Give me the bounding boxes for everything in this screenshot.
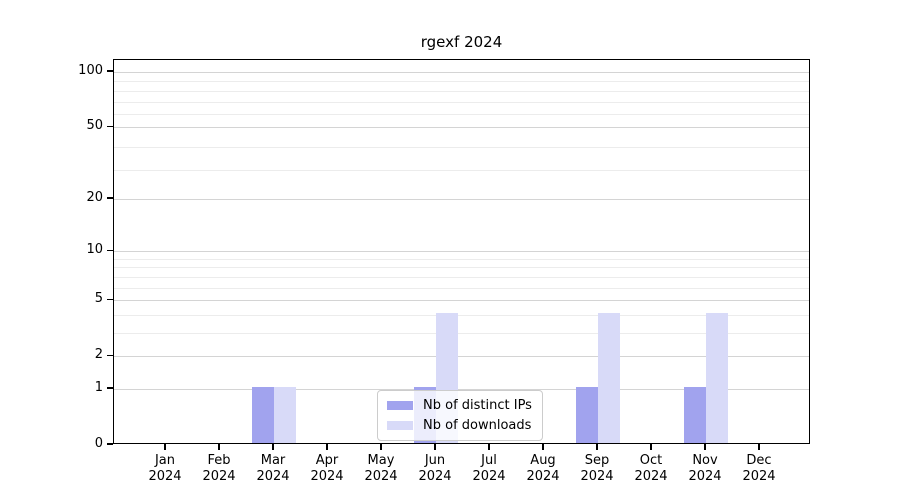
x-tick-year: 2024 xyxy=(472,469,506,484)
bar-mar-distinct-ips xyxy=(252,387,274,443)
major-gridline xyxy=(114,356,809,358)
minor-gridline xyxy=(114,276,809,278)
y-tick-label: 20 xyxy=(86,189,103,205)
x-tick-mark xyxy=(434,444,436,450)
minor-gridline xyxy=(114,101,809,103)
y-tick-label: 5 xyxy=(94,291,103,307)
legend-item-distinct-ips: Nb of distinct IPs xyxy=(387,398,532,413)
y-tick-mark xyxy=(107,443,113,445)
x-tick-label-jun: Jun 2024 xyxy=(405,453,465,485)
y-tick-mark xyxy=(107,249,113,251)
x-tick-year: 2024 xyxy=(310,469,344,484)
bar-nov-downloads xyxy=(706,312,728,443)
y-tick-label: 10 xyxy=(86,242,103,258)
x-tick-year: 2024 xyxy=(148,469,182,484)
minor-gridline xyxy=(114,146,809,148)
major-gridline xyxy=(114,300,809,302)
x-tick-year: 2024 xyxy=(634,469,668,484)
x-tick-year: 2024 xyxy=(742,469,776,484)
x-tick-year: 2024 xyxy=(418,469,452,484)
x-tick-mark xyxy=(380,444,382,450)
legend-swatch-distinct-ips xyxy=(387,401,413,410)
minor-gridline xyxy=(114,81,809,83)
minor-gridline xyxy=(114,90,809,92)
x-tick-label-apr: Apr 2024 xyxy=(297,453,357,485)
minor-gridline xyxy=(114,267,809,269)
y-tick-label: 0 xyxy=(94,436,103,451)
x-tick-mark xyxy=(488,444,490,450)
y-tick-mark xyxy=(107,197,113,199)
x-tick-label-mar: Mar 2024 xyxy=(243,453,303,485)
y-tick-label: 100 xyxy=(78,63,103,78)
x-tick-label-jan: Jan 2024 xyxy=(135,453,195,485)
x-tick-label-sep: Sep 2024 xyxy=(567,453,627,485)
x-tick-year: 2024 xyxy=(580,469,614,484)
major-gridline xyxy=(114,127,809,129)
x-tick-mark xyxy=(758,444,760,450)
legend-label-downloads: Nb of downloads xyxy=(423,418,532,433)
bar-sep-downloads xyxy=(598,312,620,443)
x-tick-label-jul: Jul 2024 xyxy=(459,453,519,485)
legend-swatch-downloads xyxy=(387,421,413,430)
y-tick-label: 2 xyxy=(94,347,103,363)
x-tick-mark xyxy=(272,444,274,450)
y-tick-mark xyxy=(107,387,113,389)
legend-item-downloads: Nb of downloads xyxy=(387,418,532,433)
major-gridline xyxy=(114,198,809,200)
chart-title: rgexf 2024 xyxy=(420,33,503,51)
minor-gridline xyxy=(114,333,809,334)
x-tick-mark xyxy=(326,444,328,450)
x-tick-mark xyxy=(164,444,166,450)
x-tick-mark xyxy=(218,444,220,450)
legend: Nb of distinct IPs Nb of downloads xyxy=(377,390,543,441)
x-tick-year: 2024 xyxy=(526,469,560,484)
x-tick-label-feb: Feb 2024 xyxy=(189,453,249,485)
x-tick-label-dec: Dec 2024 xyxy=(729,453,789,485)
x-tick-year: 2024 xyxy=(688,469,722,484)
y-tick-label: 50 xyxy=(86,118,103,134)
y-tick-label: 1 xyxy=(94,380,103,395)
major-gridline xyxy=(114,72,809,73)
x-tick-label-nov: Nov 2024 xyxy=(675,453,735,485)
minor-gridline xyxy=(114,314,809,316)
x-tick-mark xyxy=(542,444,544,450)
x-tick-year: 2024 xyxy=(364,469,398,484)
plot-area: Nb of distinct IPs Nb of downloads xyxy=(113,59,810,444)
minor-gridline xyxy=(114,287,809,289)
y-tick-mark xyxy=(107,354,113,356)
legend-label-distinct-ips: Nb of distinct IPs xyxy=(423,398,532,413)
x-tick-year: 2024 xyxy=(256,469,290,484)
major-gridline xyxy=(114,251,809,253)
x-tick-label-oct: Oct 2024 xyxy=(621,453,681,485)
x-tick-label-aug: Aug 2024 xyxy=(513,453,573,485)
minor-gridline xyxy=(114,258,809,260)
minor-gridline xyxy=(114,170,809,172)
x-tick-year: 2024 xyxy=(202,469,236,484)
bar-mar-downloads xyxy=(274,387,296,443)
y-tick-mark xyxy=(107,125,113,127)
x-tick-mark xyxy=(704,444,706,450)
major-gridline xyxy=(114,389,809,390)
y-tick-mark xyxy=(107,70,113,72)
y-tick-mark xyxy=(107,298,113,300)
x-tick-mark xyxy=(650,444,652,450)
x-tick-label-may: May 2024 xyxy=(351,453,411,485)
x-tick-mark xyxy=(596,444,598,450)
bar-nov-distinct-ips xyxy=(684,387,706,443)
bar-sep-distinct-ips xyxy=(576,387,598,443)
minor-gridline xyxy=(114,114,809,116)
